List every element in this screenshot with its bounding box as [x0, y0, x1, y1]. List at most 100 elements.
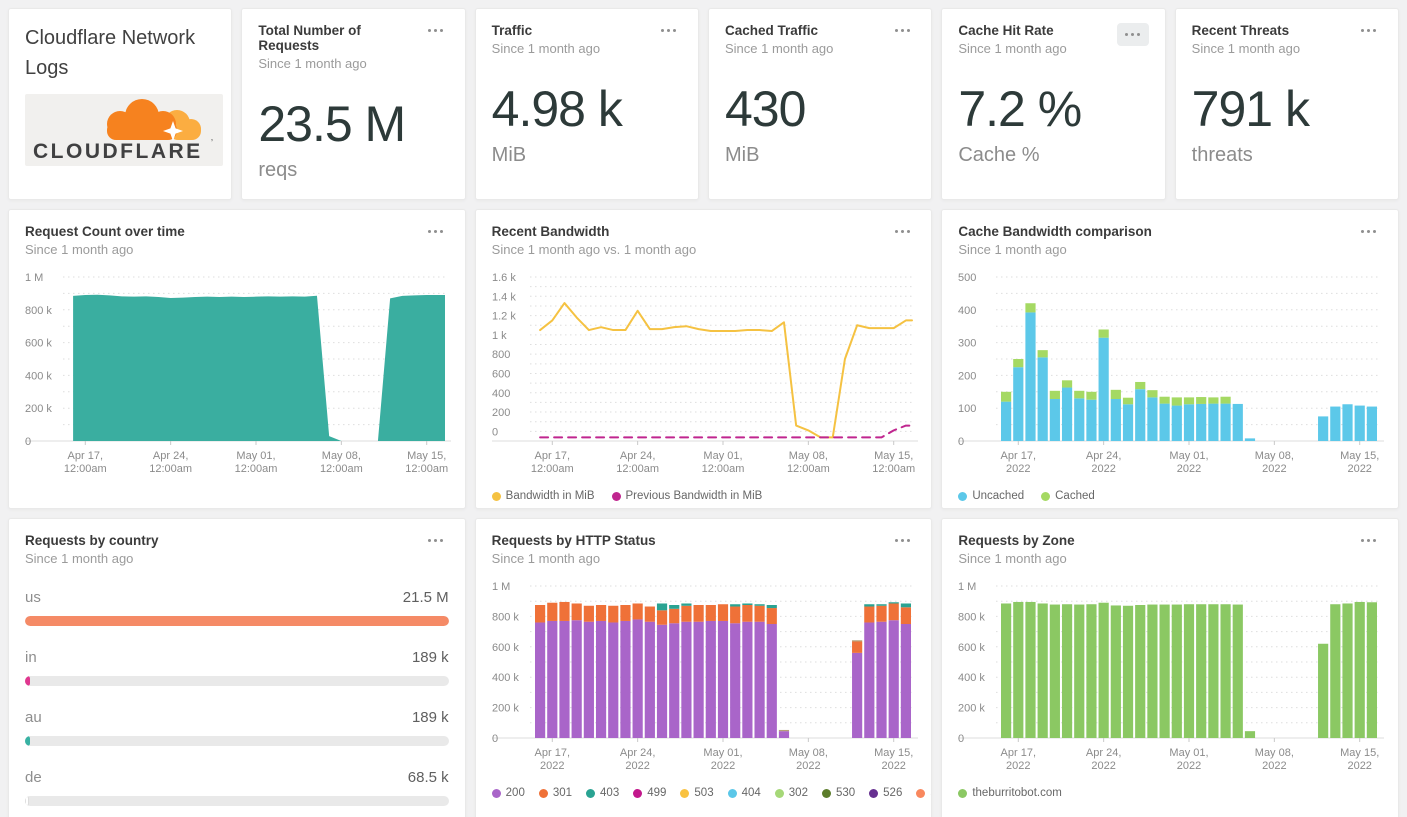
legend-item[interactable]: 200	[491, 787, 525, 799]
svg-text:12:00am: 12:00am	[149, 463, 192, 475]
country-value: 189 k	[411, 709, 449, 726]
svg-text:May 15,: May 15,	[874, 450, 913, 462]
svg-text:12:00am: 12:00am	[787, 463, 830, 475]
panel-title: Traffic	[491, 23, 533, 38]
country-value: 68.5 k	[407, 769, 449, 786]
svg-text:800 k: 800 k	[958, 611, 985, 623]
svg-text:400 k: 400 k	[492, 672, 519, 684]
country-row: de 68.5 k	[25, 769, 449, 806]
legend-item[interactable]: 526	[869, 787, 902, 799]
legend-label: theburritobot.com	[972, 787, 1062, 799]
legend-label: Previous Bandwidth in MiB	[625, 490, 763, 502]
legend-item[interactable]: 530	[821, 787, 855, 799]
svg-text:200 k: 200 k	[958, 703, 985, 715]
panel-subtitle: Since 1 month ago	[25, 242, 134, 257]
panel-recent-threats: Recent Threats Since 1 month ago 791 k t…	[1174, 8, 1399, 200]
legend-item[interactable]: 524	[916, 787, 931, 799]
more-options-icon[interactable]	[1356, 23, 1382, 38]
country-bar	[25, 736, 449, 746]
country-code: au	[25, 709, 42, 726]
legend-label: 200	[505, 787, 525, 799]
svg-text:200 k: 200 k	[25, 403, 52, 415]
legend-item[interactable]: 301	[538, 787, 572, 799]
country-row: in 189 k	[25, 649, 449, 686]
country-bar	[25, 796, 449, 806]
more-options-icon[interactable]	[423, 533, 449, 548]
svg-text:800 k: 800 k	[25, 305, 52, 317]
more-options-icon[interactable]	[889, 533, 915, 548]
panel-dashboard-title: Cloudflare Network Logs CLOUDFLARE ʼ	[8, 8, 233, 200]
legend-item[interactable]: 499	[633, 787, 666, 799]
svg-text:May 08,: May 08,	[788, 450, 827, 462]
svg-text:2022: 2022	[1177, 760, 1201, 772]
more-options-icon[interactable]	[1116, 23, 1149, 46]
svg-text:May 08,: May 08,	[322, 450, 361, 462]
svg-text:500: 500	[958, 272, 976, 284]
svg-text:2022: 2022	[710, 760, 734, 772]
svg-text:0: 0	[492, 426, 498, 438]
panel-title: Requests by HTTP Status	[491, 533, 656, 548]
legend-dot-icon	[774, 788, 784, 798]
panel-subtitle: Since 1 month ago	[258, 56, 367, 71]
more-options-icon[interactable]	[1356, 224, 1382, 239]
legend-dot-icon	[727, 788, 737, 798]
svg-text:2022: 2022	[1177, 463, 1201, 475]
svg-text:2022: 2022	[625, 760, 649, 772]
svg-text:1 M: 1 M	[958, 581, 976, 593]
more-options-icon[interactable]	[423, 23, 449, 38]
legend-label: 503	[694, 787, 714, 799]
svg-text:12:00am: 12:00am	[701, 463, 744, 475]
svg-text:May 08,: May 08,	[1255, 450, 1294, 462]
more-options-icon[interactable]	[1356, 533, 1382, 548]
svg-text:Apr 24,: Apr 24,	[620, 450, 655, 462]
svg-text:1 M: 1 M	[25, 272, 43, 284]
legend-item[interactable]: Uncached	[958, 490, 1024, 502]
more-options-icon[interactable]	[889, 23, 915, 38]
more-options-icon[interactable]	[889, 224, 915, 239]
panel-subtitle: Since 1 month ago	[958, 41, 1067, 56]
svg-text:Apr 17,: Apr 17,	[68, 450, 103, 462]
svg-text:Apr 24,: Apr 24,	[620, 747, 655, 759]
panel-title: Cache Bandwidth comparison	[958, 224, 1152, 239]
svg-text:0: 0	[958, 733, 964, 745]
svg-text:Apr 24,: Apr 24,	[1086, 747, 1121, 759]
legend-item[interactable]: 404	[727, 787, 761, 799]
svg-text:400: 400	[958, 305, 976, 317]
panel-cached-traffic: Cached Traffic Since 1 month ago 430 MiB	[707, 8, 933, 200]
panel-title: Total Number of Requests	[258, 23, 361, 53]
stat-value: 791 k	[1191, 81, 1310, 137]
cloudflare-wordmark: CLOUDFLARE	[33, 140, 203, 163]
stat-unit: MiB	[724, 144, 760, 166]
svg-text:Apr 17,: Apr 17,	[534, 747, 569, 759]
svg-text:Apr 17,: Apr 17,	[534, 450, 569, 462]
legend-item[interactable]: theburritobot.com	[958, 787, 1062, 799]
more-options-icon[interactable]	[656, 23, 682, 38]
svg-text:300: 300	[958, 338, 976, 350]
more-options-icon[interactable]	[423, 224, 449, 239]
panel-subtitle: Since 1 month ago	[958, 242, 1067, 257]
legend-dot-icon	[633, 788, 643, 798]
legend-item[interactable]: Cached	[1041, 490, 1095, 502]
svg-text:12:00am: 12:00am	[872, 463, 915, 475]
svg-text:May 01,: May 01,	[1170, 747, 1209, 759]
svg-text:Apr 17,: Apr 17,	[1001, 747, 1036, 759]
legend-item[interactable]: Previous Bandwidth in MiB	[611, 490, 763, 502]
svg-text:1.4 k: 1.4 k	[492, 291, 516, 303]
legend-dot-icon	[586, 788, 596, 798]
country-code: in	[25, 649, 37, 666]
panel-title: Request Count over time	[25, 224, 185, 239]
legend-item[interactable]: 302	[774, 787, 808, 799]
panel-subtitle: Since 1 month ago	[491, 551, 601, 566]
svg-text:12:00am: 12:00am	[320, 463, 363, 475]
country-bar	[25, 616, 449, 626]
legend-item[interactable]: 503	[680, 787, 714, 799]
svg-text:0: 0	[958, 436, 964, 448]
legend-item[interactable]: 403	[586, 787, 619, 799]
stat-unit: MiB	[491, 144, 527, 166]
legend-item[interactable]: Bandwidth in MiB	[491, 490, 595, 502]
